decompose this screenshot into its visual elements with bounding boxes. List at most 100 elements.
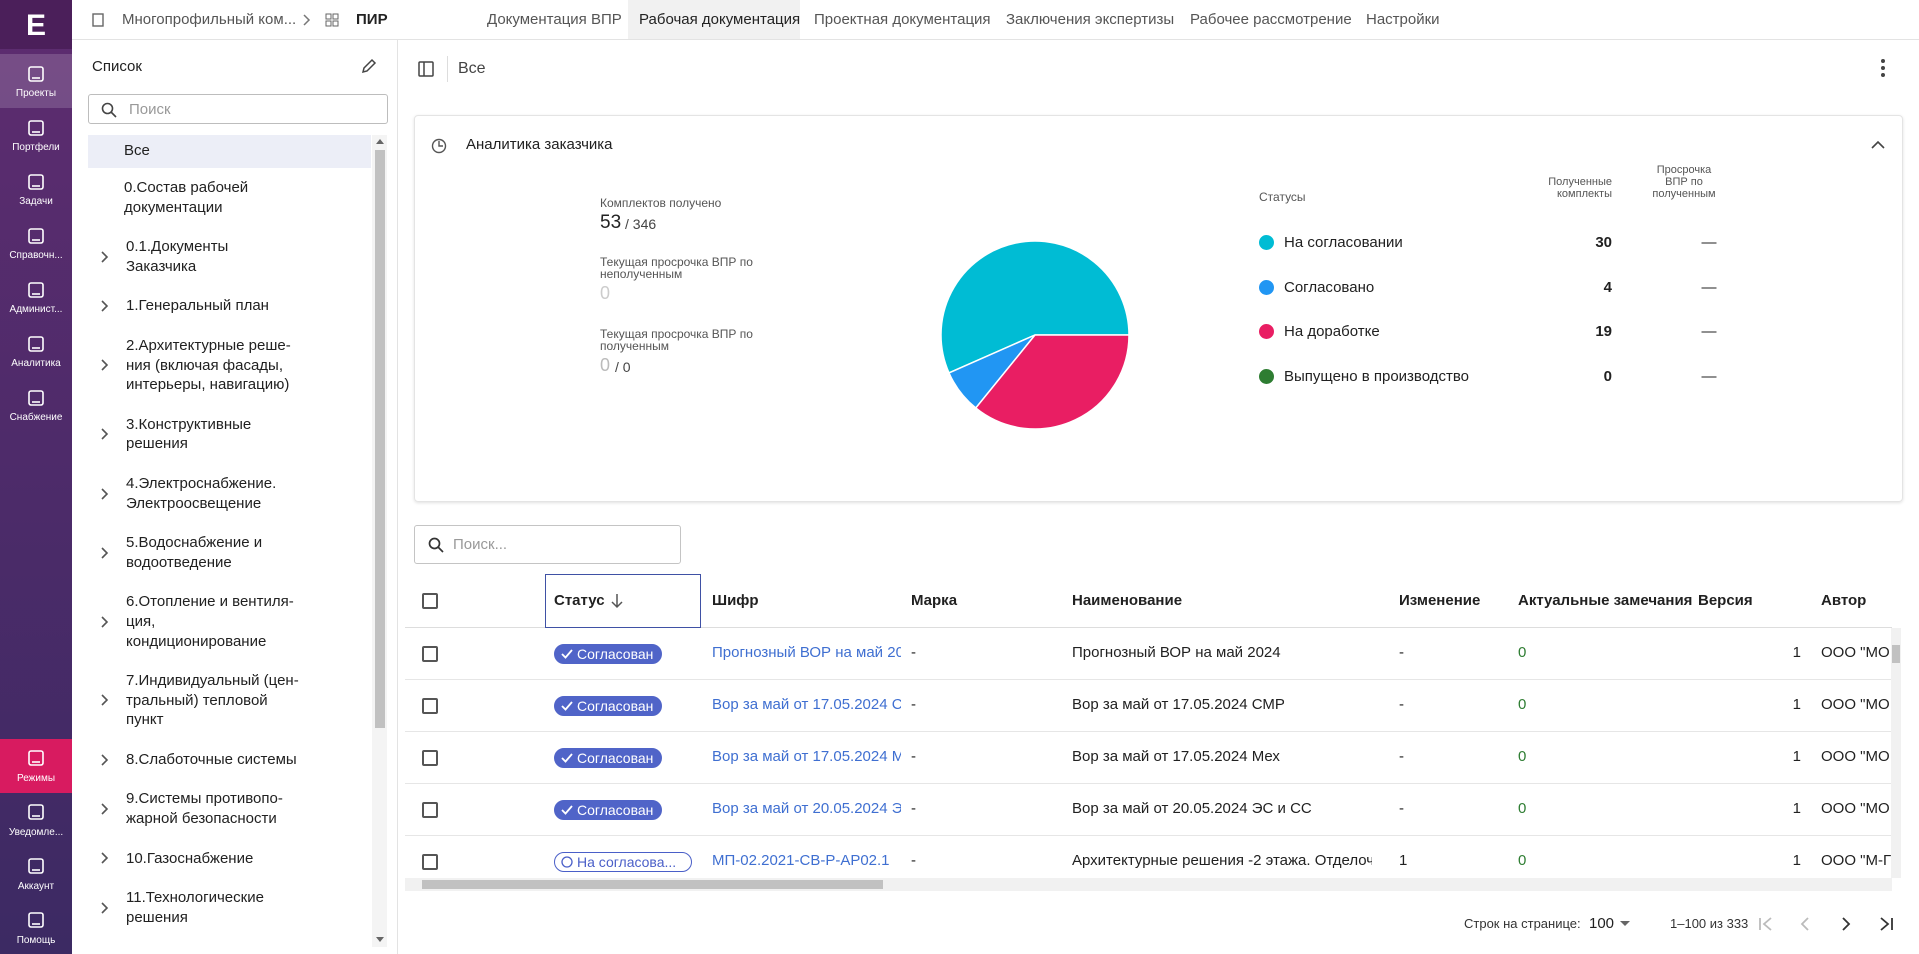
tab[interactable]: Рабочая документация [639,11,801,28]
nav-item[interactable]: Уведомле... [0,793,72,847]
tab[interactable]: Документация ВПР [487,11,622,28]
tree-label: 5.Водоснабжение и водоотведение [126,534,263,571]
nav-label: Помощь [16,935,56,946]
column-header[interactable]: Автор [1821,592,1867,609]
cell-name: Вор за май от 17.05.2024 СМР [1072,696,1285,713]
status-count: 0 [1603,367,1612,385]
cell-author: ООО "МО [1821,696,1890,713]
cell-cipher[interactable]: Прогнозный ВОР на май 202 [712,644,901,661]
nav-icon [28,120,44,136]
tree-item[interactable]: 6.Отопление и вентиля- ция, кондициониро… [88,582,371,661]
cell-cipher[interactable]: Вор за май от 17.05.2024 Ме [712,748,901,765]
nav-item[interactable]: Помощь [0,901,72,954]
cell-change: - [1399,644,1404,661]
search-box[interactable]: Поиск [88,94,388,124]
legend-label: На доработке [1284,323,1380,340]
column-header[interactable]: Версия [1698,592,1753,609]
panel-icon[interactable] [418,61,434,77]
nav-item[interactable]: Проекты [0,54,72,108]
tree-list: Все 0.Состав рабочей документации 0.1.Доку… [88,135,371,947]
column-header[interactable]: Наименование [1072,592,1183,609]
breadcrumb[interactable]: Многопрофильный ком... [122,11,297,28]
tree-item[interactable]: 3.Конструктивные решения [88,405,371,464]
cell-cipher[interactable]: МП-02.2021-СВ-Р-АР02.1 [712,852,890,869]
checkbox[interactable] [422,698,438,714]
checkbox[interactable] [422,593,438,609]
cell-cipher[interactable]: Вор за май от 17.05.2024 СМ [712,696,901,713]
tree-item[interactable]: 0.Состав рабочей документации [88,168,371,227]
table-row[interactable]: Согласован Вор за май от 17.05.2024 СМ - Во… [405,680,1892,732]
checkbox[interactable] [422,802,438,818]
top-bar: Многопрофильный ком... ПИР Документация ВП… [72,0,1919,40]
page-button[interactable] [1758,916,1774,932]
scroll-thumb [375,150,385,728]
nav-item[interactable]: Задачи [0,162,72,216]
tree-item[interactable]: 5.Водоснабжение и водоотведение [88,523,371,582]
page-button[interactable] [1878,916,1894,932]
cell-version: 1 [1792,696,1801,713]
tree-item[interactable]: 11.Технологические решения [88,878,371,937]
status-overdue: — [1701,323,1717,340]
tree-item[interactable]: 9.Системы противопо- жарной безопасности [88,779,371,838]
table-search[interactable]: Поиск... [414,525,681,564]
tree-item[interactable]: 8.Слаботочные системы [88,740,371,780]
cell-cipher[interactable]: Вор за май от 20.05.2024 ЭС [712,800,901,817]
table-row[interactable]: На согласова... МП-02.2021-СВ-Р-АР02.1 - Ар… [405,836,1892,878]
sorted-header [545,574,701,628]
edit-icon[interactable] [361,58,377,74]
tree-item[interactable]: 10.Газоснабжение [88,839,371,879]
status-overdue: — [1701,367,1717,385]
column-header[interactable]: Шифр [712,592,759,609]
column-header[interactable]: Изменение [1399,592,1481,609]
rows-select[interactable]: 100 [1589,915,1615,932]
nav-item[interactable]: Режимы [0,739,72,793]
cell-mark: - [911,644,916,661]
cell-remarks: 0 [1518,852,1527,869]
nav-item[interactable]: Аналитика [0,324,72,378]
checkbox[interactable] [422,750,438,766]
column-header[interactable]: Актуальные замечания [1518,592,1693,609]
cell-mark: - [911,800,916,817]
logo: E [0,0,72,49]
tree-item[interactable]: 7.Индивидуальный (цен- тральный) теплово… [88,661,371,740]
dropdown-arrow [1620,921,1630,926]
breadcrumb[interactable]: ПИР [356,11,388,28]
nav-item[interactable]: Аккаунт [0,847,72,901]
nav-item[interactable]: Админист... [0,270,72,324]
nav-label: Справочн... [9,250,63,261]
table-row[interactable]: Согласован Прогнозный ВОР на май 202- Прог… [405,628,1892,680]
tree-item[interactable]: 1.Генеральный план [88,286,371,326]
page-range: 1–100 из 333 [1670,916,1749,931]
col-header: Просрочка ВПР по полученным [1652,164,1716,200]
tab[interactable]: Настройки [1366,11,1440,28]
column-header[interactable]: Марка [911,592,958,609]
checkbox[interactable] [422,854,438,870]
checkbox[interactable] [422,646,438,662]
nav-item[interactable]: Снабжение [0,378,72,432]
nav-icon [28,228,44,244]
page-button[interactable] [1797,916,1813,932]
tab[interactable]: Заключения экспертизы [1006,11,1175,28]
tree-label: 8.Слаботочные системы [126,750,297,768]
tree-item[interactable]: 4.Электроснабжение. Электроосвещение [88,464,371,523]
page-button[interactable] [1838,916,1854,932]
tree-item[interactable]: 2.Архитектурные реше- ния (включая фасад… [88,326,371,405]
legend-label: На согласовании [1284,234,1403,251]
legend-title: Статусы [1259,190,1306,204]
tree-label: 9.Системы противопо- жарной безопасности [126,790,283,828]
tab[interactable]: Рабочее рассмотрение [1190,11,1352,28]
legend-label: Согласовано [1284,278,1375,296]
tab[interactable]: Проектная документация [814,11,991,28]
status-icon [561,649,573,659]
more-icon[interactable] [1880,58,1886,78]
tree-item[interactable]: Все [88,135,371,168]
column-header[interactable]: Статус [554,592,605,609]
collapse-icon[interactable] [1871,140,1885,150]
expand-chevron [101,300,109,312]
table-row[interactable]: Согласован Вор за май от 17.05.2024 Ме - Во… [405,732,1892,784]
v-scroll-thumb [1892,645,1900,663]
nav-item[interactable]: Справочн... [0,216,72,270]
table-row[interactable]: Согласован Вор за май от 20.05.2024 ЭС - Во… [405,784,1892,836]
nav-item[interactable]: Портфели [0,108,72,162]
tree-item[interactable]: 0.1.Документы Заказчика [88,227,371,286]
